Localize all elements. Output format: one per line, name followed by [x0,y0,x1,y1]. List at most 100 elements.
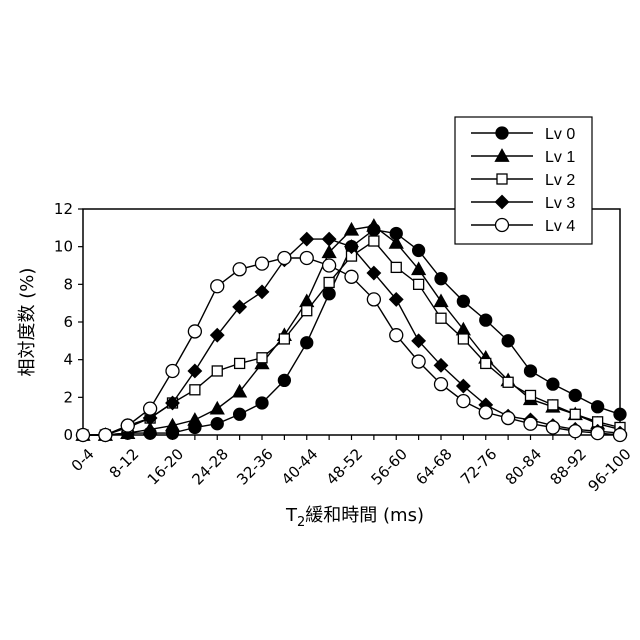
data-point [233,263,246,276]
y-tick-label: 0 [63,426,73,444]
data-point [166,364,179,377]
data-point [413,244,425,256]
data-point [570,409,580,419]
data-point [77,429,90,442]
data-point [235,358,245,368]
data-point [457,295,469,307]
data-point [569,425,582,438]
data-point [211,418,223,430]
data-point [121,419,134,432]
x-tick-label: 96-100 [584,445,634,495]
data-point [323,288,335,300]
data-point [502,412,515,425]
data-point [481,358,491,368]
data-point [211,280,224,293]
data-point [614,429,627,442]
data-point [256,285,269,298]
data-point [323,259,336,272]
data-point [256,257,269,270]
data-point [591,427,604,440]
series-lv-4 [77,251,627,441]
data-point [190,385,200,395]
data-point [502,335,514,347]
data-point [279,334,289,344]
data-point [211,402,224,414]
data-point [300,251,313,264]
data-point [391,262,401,272]
y-axis-title: 相対度数 (%) [17,268,38,377]
data-point [435,378,448,391]
data-point [367,293,380,306]
data-point [458,334,468,344]
legend-marker [496,219,509,232]
data-point [369,236,379,246]
x-tick-label: 24-28 [188,445,232,489]
data-point [546,421,559,434]
y-tick-label: 10 [54,238,73,256]
data-point [524,417,537,430]
series-line [83,239,620,435]
data-point [614,408,626,420]
x-tick-label: 88-92 [546,445,590,489]
x-axis: 0-48-1216-2024-2832-3640-4448-5256-6064-… [68,435,635,495]
data-point [390,329,403,342]
x-tick-label: 80-84 [502,445,546,489]
data-point [547,378,559,390]
data-point [569,389,581,401]
data-point [345,270,358,283]
legend-label: Lv 4 [545,218,575,235]
legend-marker [496,127,508,139]
legend-marker [497,174,507,184]
data-point [324,277,334,287]
data-point [233,300,246,313]
y-tick-label: 8 [63,275,73,293]
y-axis: 0 2 4 6 8 10 12 [54,200,83,444]
y-tick-label: 6 [63,313,73,331]
data-point [211,329,224,342]
data-point [278,374,290,386]
x-axis-title-rest: 緩和時間 (ms) [305,505,424,526]
data-point [188,364,201,377]
y-tick-label: 4 [63,351,73,369]
data-point [144,402,157,415]
data-point [278,251,291,264]
series-layer [77,219,627,441]
x-tick-label: 32-36 [233,445,277,489]
x-axis-title: T2緩和時間 (ms) [285,505,424,530]
data-point [548,400,558,410]
data-point [457,395,470,408]
data-point [479,406,492,419]
data-point [99,429,112,442]
data-point [188,413,201,425]
x-tick-label: 72-76 [457,445,501,489]
data-point [526,390,536,400]
data-point [525,365,537,377]
data-point [256,397,268,409]
data-point [436,313,446,323]
x-axis-title-subscript: 2 [297,515,305,530]
x-tick-label: 56-60 [367,445,411,489]
data-point [480,314,492,326]
data-point [323,233,336,246]
series-lv-3 [77,233,627,442]
y-tick-label: 12 [54,200,73,218]
x-tick-label: 64-68 [412,445,456,489]
x-tick-label: 48-52 [323,445,367,489]
legend-label: Lv 1 [545,149,575,166]
series-lv-2 [78,236,625,440]
data-point [414,279,424,289]
x-tick-label: 0-4 [68,445,98,475]
legend-label: Lv 0 [545,126,575,143]
data-point [412,355,425,368]
data-point [234,408,246,420]
x-tick-label: 40-44 [278,445,322,489]
data-point [301,337,313,349]
data-point [503,377,513,387]
data-point [188,325,201,338]
data-point [212,366,222,376]
data-point [435,273,447,285]
data-point [435,295,448,307]
legend: Lv 0Lv 1Lv 2Lv 3Lv 4 [455,117,592,244]
data-point [302,306,312,316]
y-tick-label: 2 [63,388,73,406]
